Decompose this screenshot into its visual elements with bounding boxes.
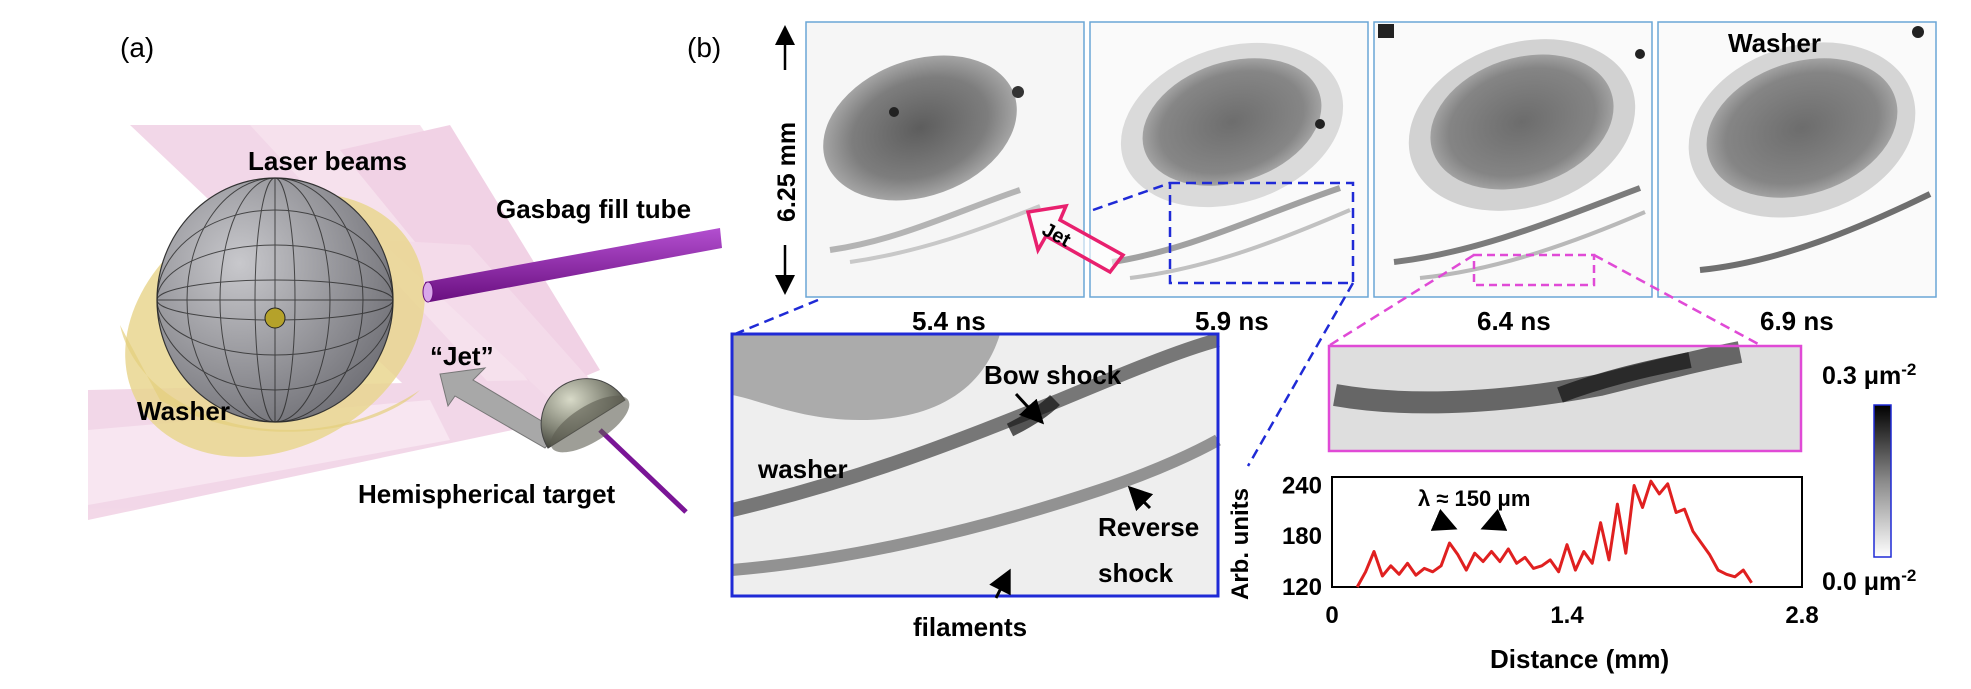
frame-5-4ns [805,21,1085,298]
gasbag-fill-tube [422,228,722,303]
gasbag-fill-tube-label: Gasbag fill tube [496,194,691,224]
frame-4-title: Washer [1728,28,1821,58]
panel-b: (b) 6.25 mm 5.4 ns 5.9 ns [687,21,1937,675]
chart-marks [1355,479,1753,588]
colorbar: 0.3 μm-2 0.0 μm-2 [1822,360,1916,596]
blue-zoom-region [734,181,1355,467]
laser-beams-label: Laser beams [248,146,407,176]
gasbag-sphere [156,177,394,423]
chart-xlabel: Distance (mm) [1490,644,1669,674]
panel-a: (a) [88,32,722,520]
frame-1-time: 5.4 ns [912,306,986,336]
x-tick-label-1: 1.4 [1550,602,1584,629]
frame-6-9ns [1657,21,1937,298]
reverse-shock-label-1: Reverse [1098,512,1199,542]
frame-4-time: 6.9 ns [1760,306,1834,336]
frame-5-9ns [1089,21,1369,298]
scale-bar: 6.25 mm [773,25,801,295]
jet-label: “Jet” [430,341,494,371]
reverse-shock-label-2: shock [1098,558,1174,588]
series-line-0 [1355,479,1753,588]
filaments-label: filaments [913,612,1027,642]
chart-ticks: 0 1.4 2.8 120 180 240 [1282,473,1819,630]
magenta-zoom-image [1327,341,1803,453]
jet-outline-arrow: Jet [1025,203,1126,275]
colorbar-top-label: 0.3 μm-2 [1822,360,1916,390]
y-tick-label-0: 120 [1282,574,1322,601]
blue-zoom-image: washer Bow shock Reverse shock [730,332,1221,599]
panel-a-label: (a) [120,32,154,63]
x-tick-label-2: 2.8 [1785,602,1818,629]
lambda-arrow-left [1430,508,1458,531]
frame-2-time: 5.9 ns [1195,306,1269,336]
lambda-arrow-right [1480,508,1508,531]
hemispherical-target [540,378,688,514]
chart-annotation: λ ≈ 150 μm [1418,486,1530,511]
bow-shock-label: Bow shock [984,360,1122,390]
hemispherical-target-label: Hemispherical target [358,479,616,509]
scale-label: 6.25 mm [773,122,801,222]
frame-3-time: 6.4 ns [1477,306,1551,336]
chart-ylabel: Arb. units [1227,488,1254,600]
y-tick-label-2: 240 [1282,473,1322,500]
magenta-zoom-region [1329,253,1761,347]
jet-arrow [439,367,561,449]
y-tick-label-1: 180 [1282,523,1322,550]
x-tick-label-0: 0 [1325,602,1338,629]
colorbar-bottom-label: 0.0 μm-2 [1822,566,1916,596]
zoom-washer-label: washer [757,454,848,484]
panel-b-label: (b) [687,32,721,63]
frame-6-4ns [1373,21,1653,298]
lineout-chart: 0 1.4 2.8 120 180 240 Distance (mm) Arb. unit… [1227,473,1819,675]
washer-label: Washer [137,396,230,426]
